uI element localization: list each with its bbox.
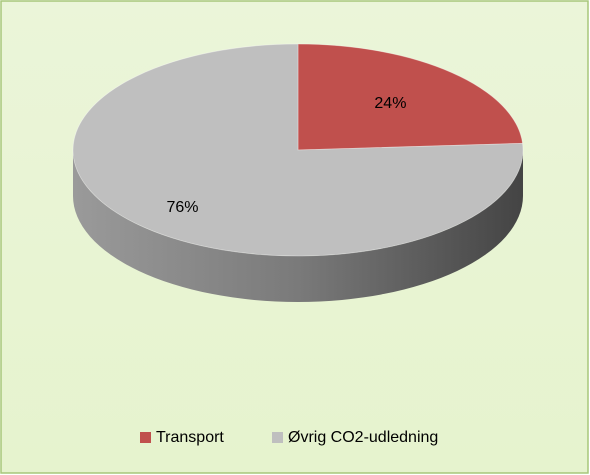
- data-label: 24%: [374, 95, 406, 112]
- legend: Transport Øvrig CO2-udledning: [140, 429, 438, 446]
- pie: 24% 76%: [72, 43, 524, 302]
- slice: [297, 43, 524, 151]
- data-label: 76%: [166, 199, 198, 216]
- slice: [72, 43, 524, 257]
- legend-label: Øvrig CO2-udledning: [288, 429, 438, 446]
- legend-label: Transport: [156, 429, 224, 446]
- legend-swatch: [272, 432, 283, 443]
- legend-swatch: [140, 432, 151, 443]
- slice-side: [73, 150, 523, 302]
